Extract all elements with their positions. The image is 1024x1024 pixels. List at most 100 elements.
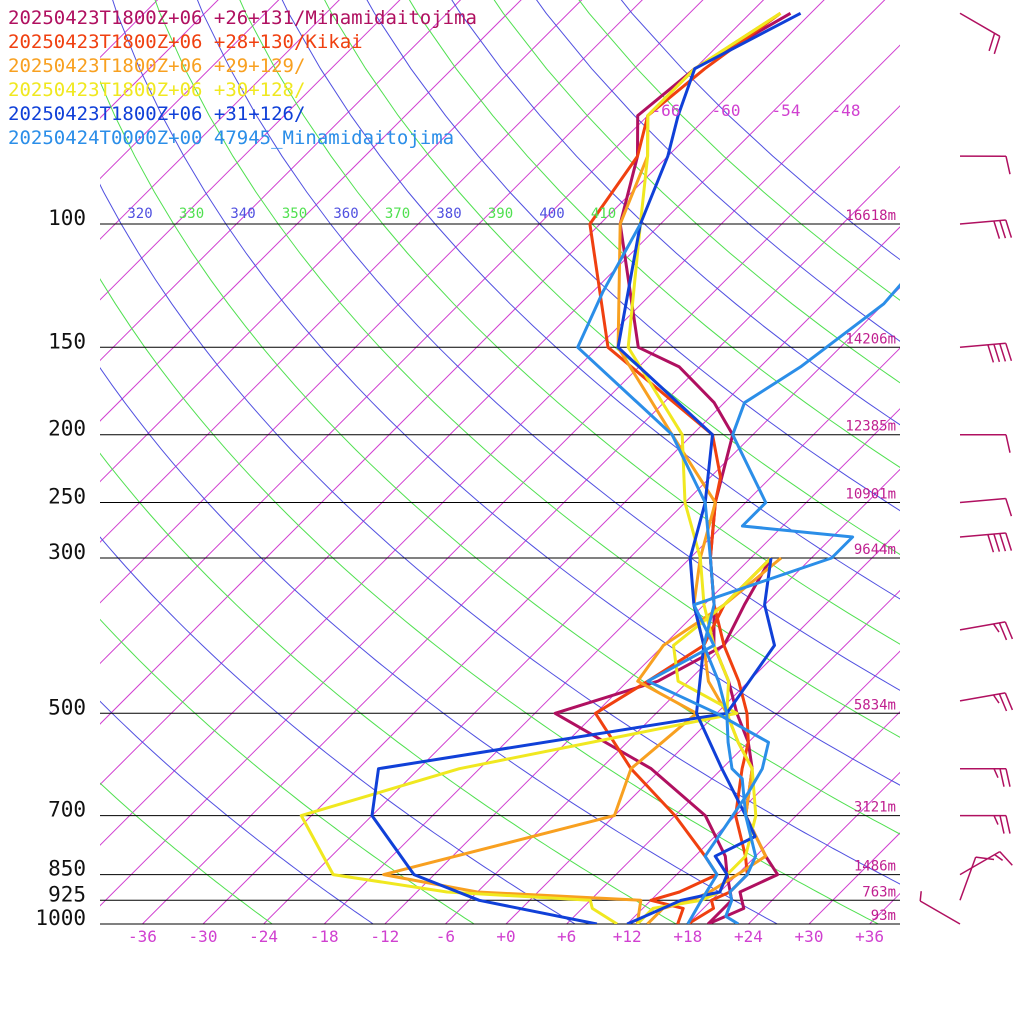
dry-adiabat-line: [100, 700, 375, 924]
legend-entry: 20250423T1800Z+06 +30+128/: [8, 79, 305, 101]
wind-barb: [959, 497, 1013, 517]
isotherm-line: [915, 0, 1024, 939]
theta-label: 400: [539, 206, 564, 222]
isotherm-line: [687, 711, 900, 924]
pressure-label: 150: [48, 329, 86, 353]
sounding-profiles: [299, 11, 900, 924]
isotherm-line: [100, 0, 159, 59]
dry-adiabat-line: [100, 618, 476, 924]
dry-adiabat-line: [536, 0, 900, 342]
isotherm-line: [976, 0, 1024, 939]
wind-barb: [959, 219, 1013, 239]
temperature-tick-label: +6: [557, 927, 576, 946]
wind-barb: [959, 850, 1013, 876]
isotherm-line: [100, 0, 462, 362]
pressure-label: 1000: [35, 906, 86, 930]
pressure-label: 300: [48, 540, 86, 564]
dewpoint-profile-6: [646, 282, 900, 924]
isotherm-line: [626, 650, 900, 924]
wind-barb: [959, 692, 1014, 712]
isotherm-line: [100, 0, 522, 422]
height-label: 10901m: [845, 487, 896, 503]
height-label: 14206m: [845, 331, 896, 347]
isotherm-line: [202, 226, 900, 924]
legend-entry: 20250423T1800Z+06 +31+126/: [8, 103, 305, 125]
height-label: 3121m: [854, 800, 896, 816]
temperature-tick-label: +24: [734, 927, 763, 946]
height-label: 16618m: [845, 208, 896, 224]
dry-adiabat-line: [100, 452, 678, 924]
dry-adiabat-line: [100, 536, 577, 924]
isotherm-line: [100, 0, 765, 665]
height-label: 5834m: [854, 697, 896, 713]
wind-barb: [959, 767, 1011, 787]
legend-entry: 20250423T1800Z+06 +28+130/Kikai: [8, 31, 363, 53]
height-label: 93m: [871, 908, 896, 924]
theta-label: 360: [333, 206, 358, 222]
wind-barb: [959, 856, 995, 901]
pressure-label: 250: [48, 485, 86, 509]
temperature-profile-6: [576, 223, 758, 924]
pressure-label: 500: [48, 695, 86, 719]
isotherm-line: [808, 832, 900, 924]
height-label: 12385m: [845, 419, 896, 435]
temperature-tick-label: +30: [795, 927, 824, 946]
pressure-label: 850: [48, 857, 86, 881]
temperature-tick-label: +0: [496, 927, 515, 946]
pressure-label: 700: [48, 798, 86, 822]
wind-barb: [959, 342, 1013, 363]
upper-isotherm-label: -66: [652, 101, 681, 120]
wind-barbs: [919, 12, 1014, 925]
theta-label: 350: [282, 206, 307, 222]
isotherm-line: [100, 0, 401, 301]
temperature-tick-label: +36: [855, 927, 884, 946]
dry-adiabat-line: [100, 782, 274, 924]
isotherm-line: [868, 892, 900, 924]
height-label: 1486m: [854, 859, 896, 875]
isotherm-line: [747, 771, 900, 924]
theta-label: 340: [230, 206, 255, 222]
wind-barb: [959, 12, 1001, 55]
dewpoint-profile-3: [382, 556, 783, 924]
theta-label: 330: [179, 206, 204, 222]
temperature-tick-label: -18: [310, 927, 339, 946]
temperature-tick-label: +18: [673, 927, 702, 946]
dewpoint-profile-5: [370, 557, 776, 924]
chart-legend: 20250423T1800Z+06 +26+131/Minamidaitojim…: [8, 7, 477, 149]
legend-entry: 20250424T0000Z+00 47945_Minamidaitojima: [8, 127, 454, 149]
height-label: 9644m: [854, 542, 896, 558]
temperature-tick-label: -36: [128, 927, 157, 946]
height-label: 763m: [862, 884, 896, 900]
dewpoint-profile-1: [553, 557, 773, 924]
dry-adiabat-line: [451, 0, 900, 426]
isotherm-line: [100, 0, 219, 119]
isotherm-line: [100, 0, 704, 604]
dry-adiabat-line: [493, 0, 900, 384]
isotherm-line: [100, 0, 280, 180]
isotherm-line: [100, 0, 825, 725]
pressure-label: 100: [48, 206, 86, 230]
temperature-profile-5: [616, 11, 802, 924]
isotherm-line: [100, 0, 643, 543]
theta-label: 380: [436, 206, 461, 222]
pressure-label: 925: [48, 882, 86, 906]
pressure-label: 200: [48, 417, 86, 441]
wind-barb: [959, 621, 1014, 641]
upper-isotherm-label: -54: [772, 101, 801, 120]
wind-barb: [959, 155, 1011, 175]
dewpoint-profile-4: [299, 556, 773, 924]
temperature-tick-label: -6: [436, 927, 455, 946]
temperature-tick-label: -30: [189, 927, 218, 946]
temperature-tick-label: +12: [613, 927, 642, 946]
isobar-lines: [100, 223, 900, 925]
isotherm-line: [323, 347, 900, 924]
legend-entry: 20250423T1800Z+06 +29+129/: [8, 55, 305, 77]
theta-label: 390: [488, 206, 513, 222]
upper-isotherm-label: -60: [712, 101, 741, 120]
wind-barb: [959, 814, 1011, 834]
isotherm-line: [100, 0, 886, 786]
theta-label: 370: [385, 206, 410, 222]
temperature-tick-label: -24: [249, 927, 278, 946]
temperature-profile-1: [618, 12, 792, 924]
legend-entry: 20250423T1800Z+06 +26+131/Minamidaitojim…: [8, 7, 477, 29]
